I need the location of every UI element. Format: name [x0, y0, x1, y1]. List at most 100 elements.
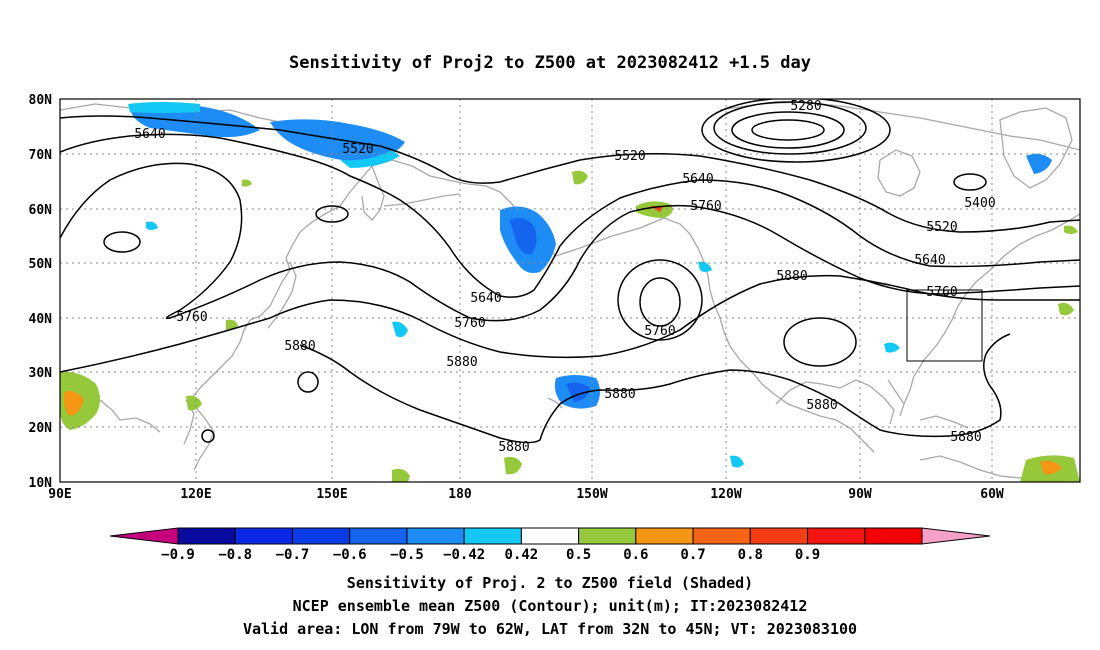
lon-tick-label: 120E — [180, 487, 211, 502]
contour-label: 5520 — [342, 142, 373, 157]
blue-patch-2 — [270, 119, 405, 162]
lon-tick-label: 150W — [576, 487, 607, 502]
contour-5760 — [60, 162, 1080, 322]
contour-label: 5880 — [950, 430, 981, 445]
coastline-aleutians — [383, 193, 461, 207]
lon-tick-label: 90E — [48, 487, 71, 502]
lon-tick-label: 120W — [710, 487, 741, 502]
colorbar-tick-label: −0.7 — [276, 547, 310, 563]
contour-closed-4 — [783, 317, 857, 367]
coastline-greenland — [999, 107, 1073, 189]
contour-label: 5880 — [776, 269, 807, 284]
contour-label: 5760 — [454, 316, 485, 331]
caption-line-3: Valid area: LON from 79W to 62W, LAT fro… — [243, 620, 857, 638]
blue-patch-3-core — [510, 218, 537, 255]
blue-patch-9 — [146, 221, 158, 230]
lat-tick-label: 10N — [29, 476, 53, 491]
colorbar-tick-label: −0.8 — [218, 547, 252, 563]
coastline-hudson-bay — [877, 149, 921, 197]
colorbar-swatch — [807, 527, 866, 545]
colorbar-tick-label: 0.6 — [623, 547, 648, 563]
colorbar-swatch — [635, 527, 694, 545]
contour-closed-3 — [953, 173, 987, 191]
contour-closed-6 — [201, 429, 215, 443]
colorbar-tick-label: −0.5 — [390, 547, 424, 563]
contour-label: 5640 — [470, 291, 501, 306]
valid-area-box — [906, 289, 983, 362]
coastline-na-east — [903, 213, 1080, 405]
lon-tick-label: 90W — [848, 487, 872, 502]
contour-closed-2 — [103, 231, 141, 253]
contour-label: 5760 — [926, 285, 957, 300]
coastline-gulf-mexico — [775, 379, 895, 425]
green-patch-4 — [186, 395, 202, 411]
map-panel: 5280 5640 5520 5520 5640 5760 5400 5520 … — [29, 93, 1081, 502]
colorbar-lower-extension — [109, 527, 179, 545]
green-patch-6 — [1058, 302, 1074, 316]
orange-patch-5 — [1040, 460, 1062, 475]
caption-line-2: NCEP ensemble mean Z500 (Contour); unit(… — [293, 597, 808, 615]
contour-label: 5400 — [964, 196, 995, 211]
colorbar-tick-label: 0.7 — [680, 547, 705, 563]
lat-axis: 80N 70N 60N 50N 40N 30N 20N 10N — [29, 93, 53, 491]
contour-label: 5880 — [604, 387, 635, 402]
lat-tick-label: 40N — [29, 312, 53, 327]
contour-label: 5880 — [284, 339, 315, 354]
map-frame — [59, 98, 1081, 483]
colorbar-swatch — [692, 527, 751, 545]
lat-tick-label: 50N — [29, 257, 53, 272]
contour-low-arctic-outer2 — [701, 99, 891, 163]
contour-low-arctic-inner — [751, 119, 825, 141]
contour-closed-1 — [315, 205, 349, 223]
contour-label: 5640 — [682, 172, 713, 187]
colorbar-tick-label: −0.6 — [333, 547, 367, 563]
contour-low-pacific-outer — [617, 259, 703, 341]
z500-contours — [60, 99, 1080, 444]
coastline-asia — [60, 103, 373, 471]
colorbar-upper-extension — [921, 527, 991, 545]
contour-label: 5520 — [926, 220, 957, 235]
green-patch-7 — [504, 456, 522, 475]
colorbar-swatch — [234, 527, 293, 545]
lat-tick-label: 70N — [29, 148, 53, 163]
coastline-na-west — [555, 217, 875, 453]
colorbar-swatch — [520, 527, 580, 545]
contour-5880-south — [299, 333, 1011, 444]
green-patch-2 — [572, 170, 588, 185]
lat-tick-label: 20N — [29, 421, 53, 436]
contour-label: 5280 — [790, 99, 821, 114]
contour-label: 5880 — [446, 355, 477, 370]
contour-label: 5640 — [134, 127, 165, 142]
colorbar-swatch — [749, 527, 809, 545]
contour-label: 5880 — [806, 398, 837, 413]
colorbar-tick-label: 0.42 — [505, 547, 539, 563]
coastline-hawaii — [547, 397, 563, 409]
colorbar-swatch — [406, 527, 465, 545]
contour-label: 5760 — [176, 310, 207, 325]
colorbar-swatch — [349, 527, 408, 545]
contour-labels: 5280 5640 5520 5520 5640 5760 5400 5520 … — [134, 99, 995, 455]
lon-tick-label: 180 — [448, 487, 472, 502]
colorbar: −0.9 −0.8 −0.7 −0.6 −0.5 −0.42 0.42 0.5 0.6 0.7 0.… — [109, 527, 991, 563]
contour-label: 5760 — [690, 199, 721, 214]
contour-label: 5640 — [914, 253, 945, 268]
colorbar-swatch — [463, 527, 522, 545]
contour-low-arctic-mid — [731, 111, 845, 149]
colorbar-swatch — [291, 527, 351, 545]
blue-patch-6 — [392, 321, 408, 338]
colorbar-tick-label: 0.5 — [566, 547, 591, 563]
blue-patch-8 — [730, 455, 744, 468]
contour-label: 5880 — [498, 440, 529, 455]
contour-label: 5520 — [614, 149, 645, 164]
colorbar-swatch — [177, 527, 236, 545]
coastline-japan — [267, 261, 297, 329]
contour-low-pacific-inner — [639, 277, 681, 327]
green-patch-8 — [392, 468, 410, 482]
contour-closed-5 — [297, 371, 319, 393]
lat-tick-label: 30N — [29, 366, 53, 381]
lon-axis: 90E 120E 150E 180 150W 120W 90W 60W — [48, 487, 1004, 502]
blue-patch-5 — [1026, 153, 1052, 174]
figure-title: Sensitivity of Proj2 to Z500 at 20230824… — [289, 53, 811, 73]
lon-tick-label: 60W — [980, 487, 1004, 502]
